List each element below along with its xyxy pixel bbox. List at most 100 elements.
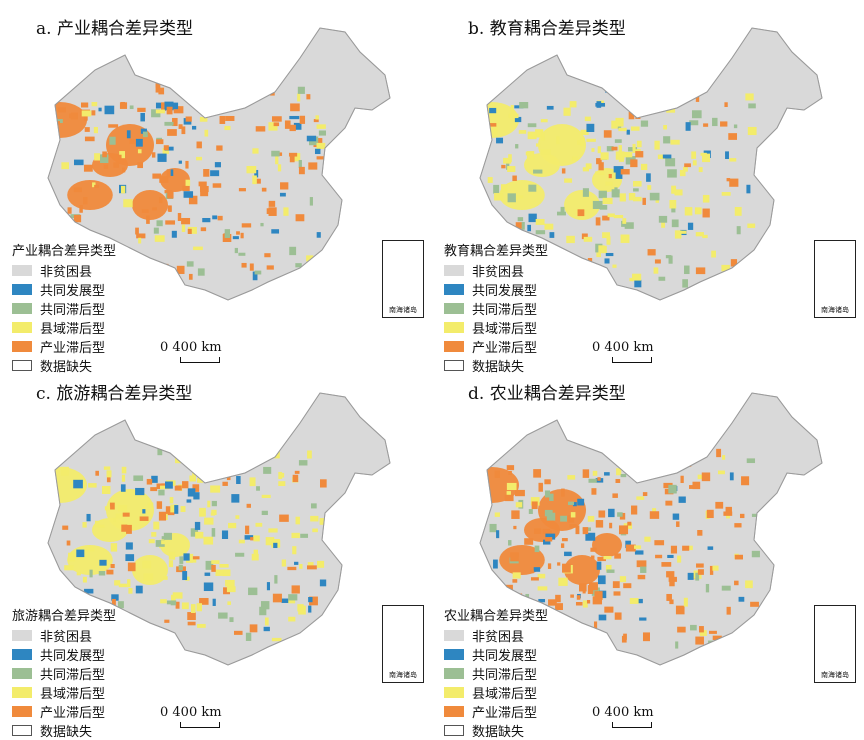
county-patch <box>652 508 657 513</box>
county-patch <box>158 511 167 521</box>
county-patch <box>528 509 533 514</box>
county-patch <box>217 215 223 221</box>
county-patch <box>59 222 69 229</box>
county-patch <box>204 517 214 525</box>
county-patch <box>695 636 704 645</box>
county-patch <box>186 499 192 503</box>
county-patch <box>271 229 280 234</box>
county-patch <box>706 509 714 519</box>
county-patch <box>667 554 674 558</box>
county-patch <box>591 148 595 152</box>
county-patch <box>190 604 196 613</box>
county-patch <box>101 485 111 494</box>
county-patch <box>158 87 165 95</box>
county-patch <box>709 565 714 575</box>
county-patch <box>494 193 504 201</box>
county-patch <box>598 614 607 621</box>
county-patch <box>104 105 115 115</box>
county-patch <box>682 279 688 288</box>
county-patch <box>224 229 231 238</box>
county-patch <box>80 102 89 108</box>
scale-line <box>180 357 220 363</box>
county-patch <box>203 169 210 177</box>
county-patch <box>98 107 102 112</box>
county-patch <box>620 169 630 175</box>
county-patch <box>196 603 202 612</box>
county-patch <box>670 139 680 145</box>
county-patch <box>285 276 291 284</box>
county-patch <box>203 536 214 545</box>
county-patch <box>261 510 268 516</box>
legend-item-missing: 数据缺失 <box>12 356 116 375</box>
county-patch <box>272 593 282 603</box>
county-patch <box>135 138 143 147</box>
county-patch <box>599 590 607 599</box>
county-patch <box>250 91 259 100</box>
county-patch <box>586 599 591 604</box>
county-patch <box>89 569 93 578</box>
county-patch <box>750 601 759 607</box>
county-patch <box>508 113 519 119</box>
inset-label: 南海诸岛 <box>821 306 849 314</box>
county-patch <box>697 530 703 536</box>
county-patch <box>123 199 133 208</box>
county-patch <box>219 563 229 568</box>
county-patch <box>530 577 539 581</box>
county-patch <box>127 579 131 588</box>
county-patch <box>185 576 190 581</box>
county-patch <box>264 617 269 626</box>
county-patch <box>665 500 673 506</box>
county-patch <box>180 506 186 512</box>
county-patch <box>647 249 656 256</box>
legend-item-non-poor: 非贫困县 <box>12 626 116 645</box>
county-patch <box>549 493 554 501</box>
county-patch <box>739 513 745 519</box>
county-patch <box>639 457 649 463</box>
county-patch <box>508 470 512 475</box>
county-patch <box>722 455 726 460</box>
legend-label: 共同滞后型 <box>472 668 538 683</box>
county-patch <box>657 154 667 160</box>
county-patch <box>137 162 144 169</box>
county-patch <box>159 176 169 183</box>
county-patch <box>616 468 622 476</box>
county-patch <box>489 126 498 136</box>
county-patch <box>624 222 634 229</box>
county-patch <box>738 596 745 602</box>
county-patch <box>291 585 300 594</box>
legend-label: 县域滞后型 <box>472 687 538 702</box>
county-patch <box>298 460 308 466</box>
county-patch <box>318 130 326 136</box>
county-patch <box>240 232 244 239</box>
county-patch <box>151 152 156 158</box>
county-patch <box>604 606 614 613</box>
county-patch <box>165 506 175 516</box>
county-patch <box>525 151 531 156</box>
county-patch <box>507 193 516 203</box>
county-patch <box>504 494 514 502</box>
county-patch <box>57 107 66 113</box>
legend-label: 数据缺失 <box>40 360 93 375</box>
county-patch <box>643 102 647 107</box>
county-patch <box>545 533 556 540</box>
county-patch <box>619 193 626 202</box>
county-patch <box>658 276 666 281</box>
county-patch <box>146 215 150 224</box>
county-patch <box>103 164 109 169</box>
county-patch <box>568 501 575 506</box>
county-patch <box>563 107 571 116</box>
county-patch <box>572 502 577 507</box>
county-patch <box>511 510 520 519</box>
county-patch <box>292 153 301 162</box>
county-patch <box>659 92 665 99</box>
county-patch <box>129 105 134 110</box>
county-patch <box>84 136 95 142</box>
county-patch <box>207 500 211 508</box>
county-patch <box>531 501 538 510</box>
swatch <box>444 687 464 698</box>
county-patch <box>691 110 702 119</box>
scale-label: 0 400 km <box>592 705 654 720</box>
county-patch <box>672 513 680 520</box>
county-patch <box>263 466 272 474</box>
county-patch <box>158 489 165 496</box>
